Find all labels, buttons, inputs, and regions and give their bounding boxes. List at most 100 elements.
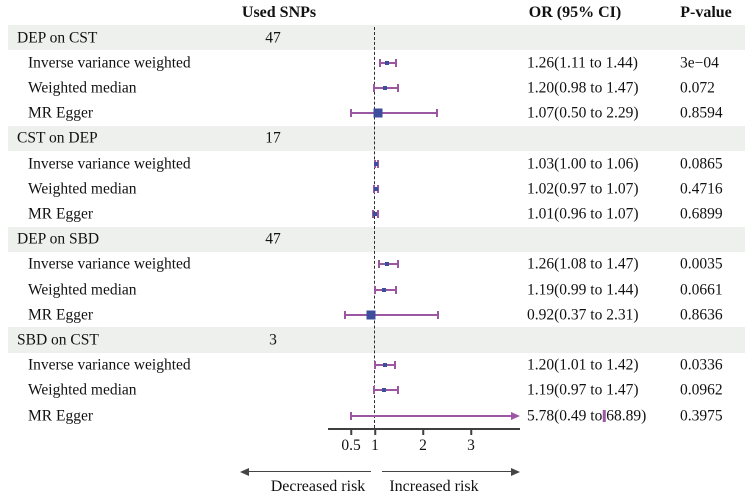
ci-cap-right (396, 386, 399, 395)
p-value: 0.0865 (680, 154, 723, 172)
increased-risk-arrowhead-icon (511, 467, 520, 476)
ci-cap-right (396, 84, 399, 92)
ci-whisker (351, 112, 437, 115)
point-marker (373, 108, 383, 118)
ci-cap-left (372, 386, 375, 395)
ci-cap-right (377, 184, 380, 193)
snp-count: 17 (265, 129, 281, 147)
point-marker (373, 212, 378, 216)
group-band (8, 327, 745, 353)
or-ci-header: OR (95% CI) (528, 4, 622, 21)
or-ci-value: 1.19(0.97 to 1.47) (527, 381, 639, 399)
method-label: MR Egger (28, 306, 94, 324)
ci-cap-right (396, 260, 399, 269)
or-ci-value: 1.26(1.08 to 1.47) (527, 255, 639, 273)
method-label: Inverse variance weighted (28, 54, 191, 72)
point-marker (603, 409, 606, 422)
increased-risk-label: Increased risk (389, 478, 479, 495)
p-value: 0.8594 (680, 104, 723, 122)
group-band (8, 125, 745, 151)
method-label: Weighted median (28, 79, 137, 97)
p-value: 0.072 (680, 79, 715, 97)
ci-cap-left (350, 109, 352, 118)
or-ci-value: 1.02(0.97 to 1.07) (527, 180, 639, 198)
axis-tick-label: 2 (419, 437, 427, 454)
snp-count: 47 (265, 230, 281, 248)
or-ci-value: 1.03(1.00 to 1.06) (527, 154, 639, 172)
group-label: DEP on SBD (17, 230, 100, 248)
method-label: Weighted median (28, 180, 137, 198)
ci-cap-left (373, 84, 376, 92)
method-label: Inverse variance weighted (28, 356, 191, 374)
axis-tick-label: 3 (467, 437, 475, 454)
point-marker (373, 186, 378, 191)
snp-count: 47 (265, 28, 281, 46)
ci-cap-left (379, 58, 382, 67)
p-value: 0.0962 (680, 381, 723, 399)
point-marker (385, 262, 390, 267)
point-marker (366, 310, 376, 320)
ci-arrowhead-icon (511, 411, 520, 420)
ci-cap-right (377, 210, 380, 218)
p-value: 0.6899 (680, 205, 723, 223)
axis-tick (374, 429, 376, 435)
ci-cap-right (395, 285, 398, 294)
or-ci-value: 1.20(1.01 to 1.42) (527, 356, 639, 374)
ci-cap-left (372, 184, 375, 193)
p-value-header: P-value (680, 4, 732, 21)
axis-tick (422, 429, 424, 435)
axis-tick-label: 1 (371, 437, 379, 454)
decreased-risk-label: Decreased risk (270, 478, 366, 495)
or-ci-value: 1.20(0.98 to 1.47) (527, 79, 639, 97)
p-value: 0.3975 (680, 406, 723, 424)
x-axis-line (328, 428, 520, 430)
method-label: MR Egger (28, 104, 94, 122)
method-label: MR Egger (28, 406, 94, 424)
method-label: Weighted median (28, 381, 137, 399)
group-label: CST on DEP (17, 129, 98, 147)
axis-tick-label: 0.5 (341, 437, 361, 454)
p-value: 3e−04 (680, 54, 719, 72)
snp-count: 3 (269, 331, 277, 349)
point-marker (382, 363, 387, 368)
group-band (8, 226, 745, 252)
or-ci-value: 1.01(0.96 to 1.07) (527, 205, 639, 223)
ci-cap-left (374, 361, 377, 370)
or-ci-value: 5.78(0.49 to 68.89) (527, 406, 647, 424)
ci-cap-left (377, 260, 380, 269)
ci-cap-left (372, 210, 375, 218)
axis-tick (350, 429, 352, 435)
used-snps-header: Used SNPs (241, 4, 317, 21)
increased-risk-arrow-line (382, 471, 511, 473)
method-label: Weighted median (28, 280, 137, 298)
ci-cap-right (435, 109, 438, 118)
group-label: DEP on CST (17, 28, 98, 46)
decreased-risk-arrow-line (243, 471, 371, 473)
method-label: MR Egger (28, 205, 94, 223)
ci-whisker (350, 414, 511, 417)
p-value: 0.0035 (680, 255, 723, 273)
ci-cap-right (395, 58, 398, 67)
method-label: Inverse variance weighted (28, 255, 191, 273)
ci-cap-left (343, 310, 346, 319)
p-value: 0.8636 (680, 306, 723, 324)
or-ci-value: 1.19(0.99 to 1.44) (527, 280, 639, 298)
p-value: 0.0336 (680, 356, 723, 374)
reference-line-or1 (374, 27, 375, 428)
p-value: 0.4716 (680, 180, 723, 198)
or-ci-value: 1.07(0.50 to 2.29) (527, 104, 639, 122)
or-ci-value: 1.26(1.11 to 1.44) (527, 54, 638, 72)
axis-tick (470, 429, 472, 435)
method-label: Inverse variance weighted (28, 154, 191, 172)
point-marker (382, 86, 387, 90)
or-ci-value: 0.92(0.37 to 2.31) (527, 306, 639, 324)
point-marker (382, 287, 387, 292)
decreased-risk-arrowhead-icon (240, 467, 249, 476)
point-marker (374, 161, 379, 166)
ci-cap-right (394, 361, 397, 370)
p-value: 0.0661 (680, 280, 723, 298)
point-marker (382, 388, 387, 393)
ci-cap-left (373, 285, 376, 294)
group-band (8, 25, 745, 51)
